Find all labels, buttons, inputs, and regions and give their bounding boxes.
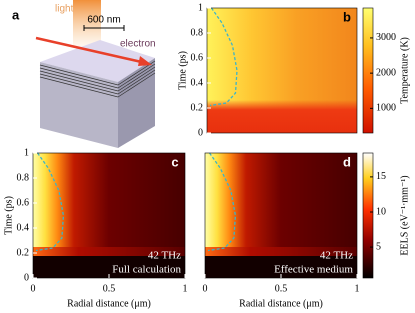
light-beam — [73, 0, 101, 48]
y-tick-label: 1 — [198, 2, 203, 13]
y-tick-label: 0.6 — [17, 197, 30, 208]
y-tick-label: 0 — [198, 127, 203, 138]
y-tick-label: 0 — [24, 272, 29, 283]
y-tick-label: 0.4 — [17, 222, 30, 233]
y-axis-label: Time (ps) — [177, 51, 188, 90]
heatmap-d — [205, 153, 357, 278]
front-face — [40, 62, 118, 148]
annotation: Effective medium — [274, 264, 353, 276]
panel-label: d — [343, 154, 351, 169]
y-tick-label: 0.8 — [191, 27, 204, 38]
colorbar-label: EELS (eV⁻¹·mm⁻¹) — [399, 175, 410, 255]
electron-path — [35, 36, 147, 65]
colorbar-tick-label: 10 — [376, 206, 386, 217]
heatmap-c — [33, 153, 185, 278]
panel-label: a — [12, 7, 20, 22]
x-tick-label: 0.5 — [275, 283, 288, 294]
x-tick-label: 0.5 — [103, 283, 116, 294]
colorbar-tick-label: 3000 — [376, 32, 396, 43]
sample-sketch: a light 600 nm electron — [12, 0, 156, 148]
colorbar-tick-label: 5 — [376, 241, 381, 252]
y-tick-label: 1 — [24, 147, 29, 158]
colorbar-tick-label: 1000 — [376, 103, 396, 114]
plot-frame — [206, 7, 358, 134]
light-label: light — [55, 4, 74, 15]
y-axis-label: Time (ps) — [3, 196, 14, 235]
electron-label: electron — [120, 39, 156, 50]
colorbar-label: Temperature (K) — [399, 37, 410, 104]
side-face — [118, 58, 155, 148]
x-tick-label: 1 — [183, 283, 188, 294]
x-tick-label: 0 — [31, 283, 36, 294]
colorbar — [362, 7, 374, 134]
x-axis-label: Radial distance (μm) — [239, 298, 323, 309]
top-face — [40, 40, 155, 82]
colorbar-tick-label: 2000 — [376, 67, 396, 78]
panel-label: b — [343, 9, 351, 24]
x-tick-label: 1 — [355, 283, 360, 294]
y-tick-label: 0.8 — [17, 172, 30, 183]
colorbar — [362, 152, 374, 279]
heatmap-b — [207, 8, 357, 133]
annotation: Full calculation — [112, 264, 181, 276]
annotation: 42 THz — [148, 250, 181, 262]
layers — [39, 60, 156, 98]
y-tick-label: 0.6 — [191, 52, 204, 63]
y-tick-label: 0.2 — [17, 247, 30, 258]
x-axis-label: Radial distance (μm) — [67, 298, 151, 309]
scale-label: 600 nm — [87, 15, 120, 26]
x-tick-label: 0 — [203, 283, 208, 294]
panel-label: c — [171, 154, 178, 169]
colorbar-tick-label: 15 — [376, 171, 386, 182]
arrow-head — [138, 56, 152, 66]
y-tick-label: 0.2 — [191, 102, 204, 113]
annotation: 42 THz — [320, 250, 353, 262]
y-tick-label: 0.4 — [191, 77, 204, 88]
